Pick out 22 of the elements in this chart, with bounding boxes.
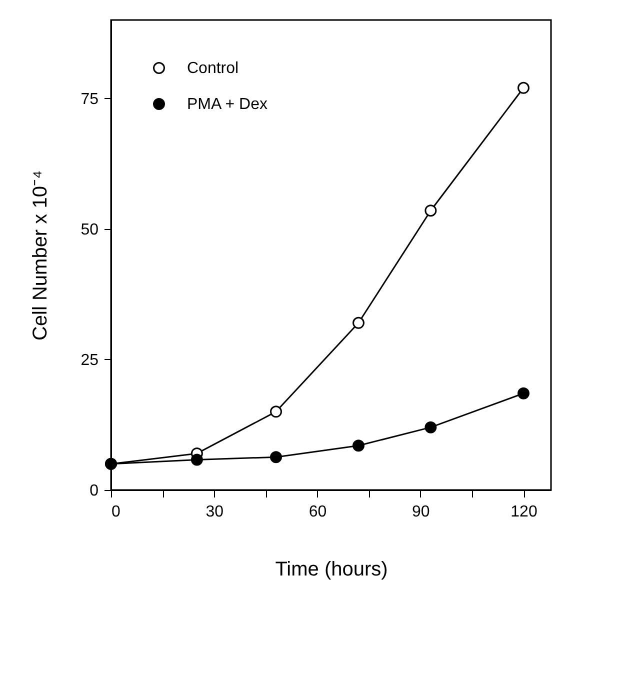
point	[270, 406, 282, 418]
point	[190, 454, 203, 466]
x-axis-title: Time (hours)	[275, 558, 388, 580]
legend-label: PMA + Dex	[187, 96, 268, 113]
point	[518, 82, 530, 94]
y-axis-title: Cell Number x 10⁻⁴	[30, 170, 52, 341]
point	[424, 421, 437, 434]
y-tick-label: 25	[80, 352, 99, 369]
y-tick-label: 75	[80, 90, 99, 108]
point	[352, 316, 364, 329]
x-tick-label: 60	[308, 504, 327, 520]
y-tick-label: 50	[80, 221, 99, 238]
point	[270, 451, 282, 464]
x-tick-label: 120	[510, 504, 538, 520]
x-tick-label: 90	[412, 504, 430, 520]
point	[424, 204, 437, 217]
x-tick-label: 30	[206, 504, 224, 520]
x-tick-label: 0	[112, 504, 120, 520]
point	[518, 387, 530, 400]
point	[352, 440, 364, 452]
y-tick-label: 0	[90, 482, 99, 500]
legend-label: Control	[187, 60, 239, 77]
